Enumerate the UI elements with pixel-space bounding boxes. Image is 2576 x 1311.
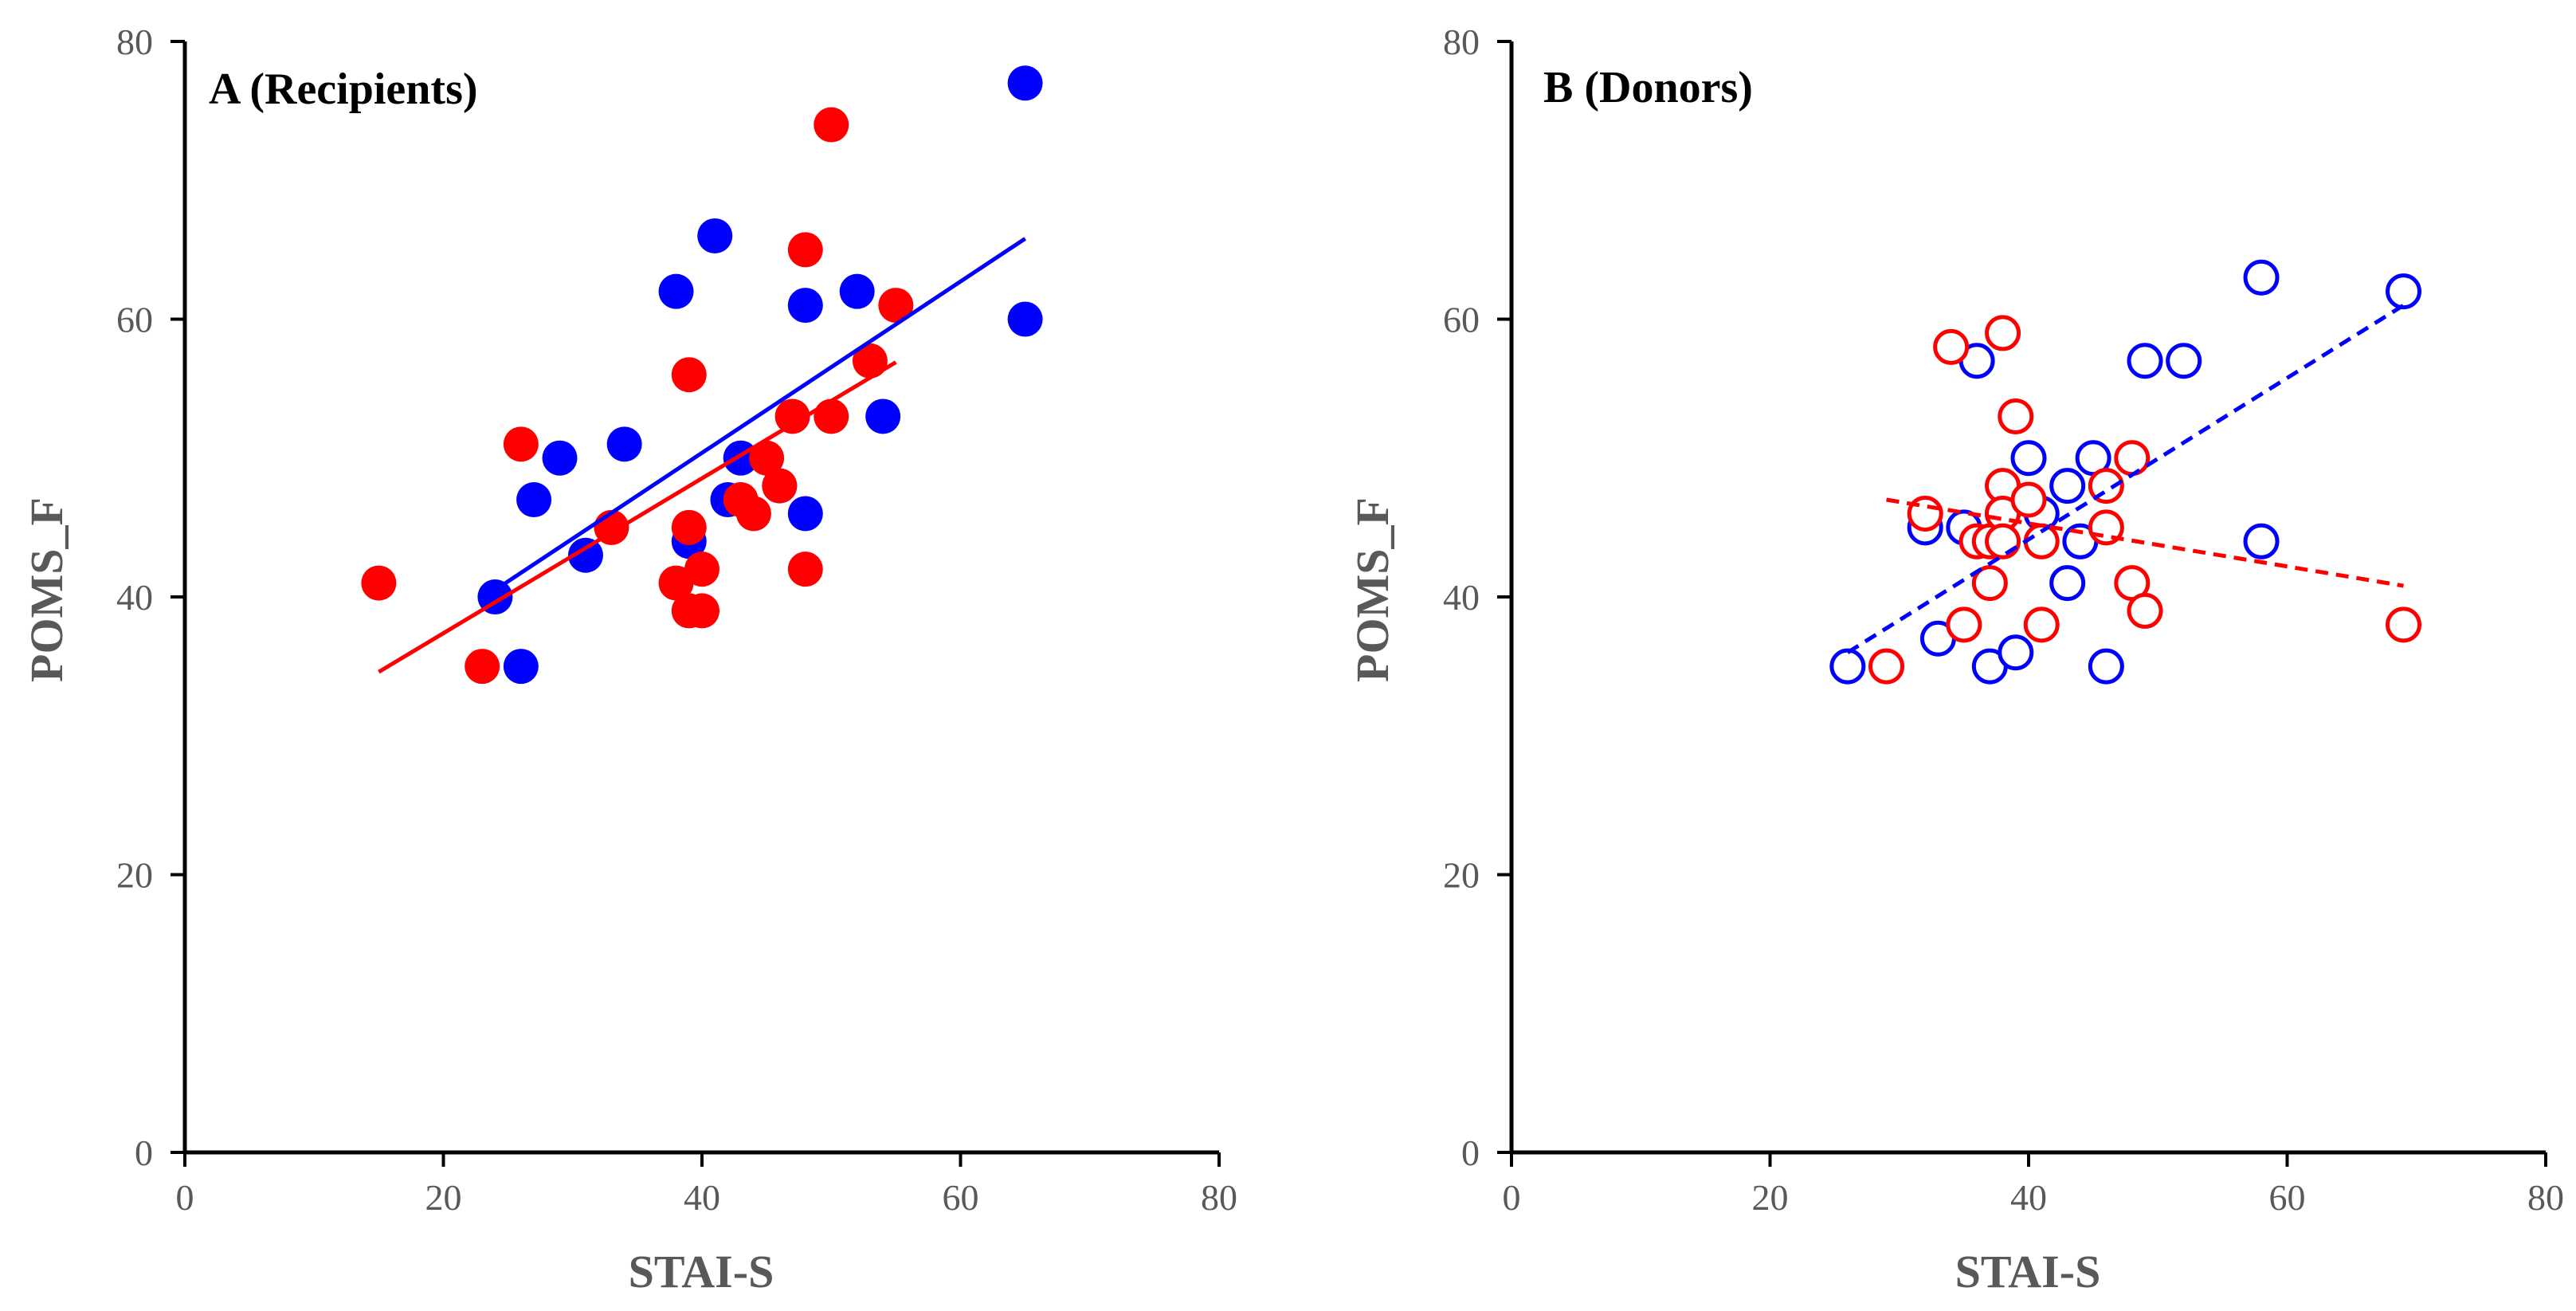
panel-a-red-point	[465, 649, 500, 685]
panel-a-y-tick-label: 60	[116, 300, 153, 340]
panel-b-blue-point	[2127, 343, 2163, 379]
panel-b-x-axis-title: STAI-S	[1955, 1246, 2101, 1297]
panel-a-red-point	[684, 593, 719, 629]
panel-b: B (Donors) STAI-S POMS_F 0 20 40 60 80 0 20 40 6…	[1347, 22, 2564, 1297]
panel-a-blue-point	[787, 288, 823, 324]
panel-b-red-point	[1933, 328, 1970, 365]
panel-a-red-point	[658, 565, 694, 601]
panel-a-y-tick-label: 0	[135, 1132, 153, 1173]
panel-b-x-tick-label: 40	[2010, 1177, 2047, 1218]
panel-a-x-tick-label: 80	[1201, 1177, 1237, 1218]
panel-b-red-point	[1998, 398, 2034, 434]
panel-a-blue-point	[1007, 65, 1043, 101]
panel-a-red-point	[787, 551, 823, 587]
panel-b-y-tick-label: 60	[1443, 300, 1480, 340]
panel-a-blue-trendline	[494, 237, 1027, 592]
panel-b-blue-point	[2088, 648, 2124, 685]
panel-a-blue-point	[542, 440, 578, 476]
panel-b-blue-point	[2243, 259, 2280, 296]
panel-a-red-point	[762, 468, 798, 504]
panel-b-x-tick-label: 60	[2269, 1177, 2306, 1218]
panel-b-red-point	[1985, 315, 2021, 351]
panel-a-red-point	[503, 426, 539, 462]
panel-a: A (Recipients) STAI-S POMS_F 0 20 40 60 80 0 2…	[21, 22, 1237, 1297]
panel-b-red-point	[2127, 592, 2163, 629]
panel-a-red-point	[671, 509, 707, 545]
panel-b-blue-point	[2010, 440, 2047, 477]
panel-a-blue-point	[787, 496, 823, 532]
panel-a-y-axis-title: POMS_F	[21, 497, 73, 682]
panel-a-red-point	[878, 288, 914, 324]
panel-a-blue-point	[839, 273, 875, 309]
panel-b-y-tick-label: 40	[1443, 577, 1480, 618]
panel-b-red-point	[2010, 481, 2047, 518]
panel-b-red-point	[2114, 440, 2151, 477]
panel-a-red-point	[684, 551, 719, 587]
panel-b-y-tick-label: 20	[1443, 855, 1480, 896]
panel-a-blue-point	[516, 482, 552, 518]
panel-b-red-point	[2386, 606, 2422, 643]
panel-a-blue-point	[697, 218, 733, 253]
panel-a-red-point	[361, 565, 397, 601]
panel-b-y-axis-title: POMS_F	[1347, 497, 1398, 682]
panel-b-blue-trendline	[1846, 303, 2405, 654]
panel-a-y-tick-label: 40	[116, 577, 153, 618]
panel-b-blue-point	[2386, 273, 2422, 310]
panel-a-title: A (Recipients)	[209, 65, 478, 114]
panel-a-x-tick-label: 60	[943, 1177, 979, 1218]
panel-b-red-point	[1868, 648, 1905, 685]
panel-a-x-tick-label: 0	[176, 1177, 194, 1218]
panel-b-y-tick-label: 0	[1461, 1132, 1480, 1173]
panel-a-y-tick-label: 80	[116, 22, 153, 62]
panel-a-blue-point	[1007, 301, 1043, 337]
panel-a-blue-point	[606, 426, 642, 462]
panel-a-red-point	[735, 496, 771, 532]
panel-b-red-trendline	[1886, 497, 2404, 588]
panel-b-blue-point	[2243, 523, 2280, 559]
panel-b-red-point	[1971, 565, 2008, 602]
panel-a-blue-point	[865, 398, 901, 434]
panel-b-blue-point	[2049, 468, 2086, 504]
panel-a-y-tick-label: 20	[116, 855, 153, 896]
panel-b-x-tick-label: 20	[1752, 1177, 1789, 1218]
panel-b-blue-point	[1998, 634, 2034, 671]
panel-b-red-point	[1985, 523, 2021, 559]
panel-a-x-tick-label: 40	[684, 1177, 720, 1218]
panel-a-red-point	[749, 440, 785, 476]
panel-b-red-point	[2023, 606, 2060, 643]
panel-a-red-point	[852, 343, 888, 379]
panel-b-title: B (Donors)	[1543, 63, 1753, 112]
panel-a-red-point	[671, 357, 707, 393]
panel-a-x-tick-label: 20	[425, 1177, 462, 1218]
panel-b-red-point	[1946, 606, 1982, 643]
panel-a-red-point	[814, 398, 849, 434]
panel-a-red-point	[774, 398, 810, 434]
panel-b-x-tick-label: 80	[2527, 1177, 2564, 1218]
panel-b-x-tick-label: 0	[1503, 1177, 1521, 1218]
panel-a-blue-point	[658, 273, 694, 309]
panel-a-blue-point	[503, 649, 539, 685]
panel-a-x-axis-title: STAI-S	[629, 1246, 774, 1297]
panel-b-y-tick-label: 80	[1443, 22, 1480, 62]
panel-a-blue-point	[567, 537, 603, 573]
panel-a-red-point	[787, 232, 823, 268]
panel-b-blue-point	[1829, 648, 1866, 685]
panel-b-blue-point	[2049, 565, 2086, 602]
panel-b-blue-point	[2166, 343, 2202, 379]
panel-a-red-point	[814, 107, 849, 143]
panel-a-red-trendline	[378, 360, 897, 674]
